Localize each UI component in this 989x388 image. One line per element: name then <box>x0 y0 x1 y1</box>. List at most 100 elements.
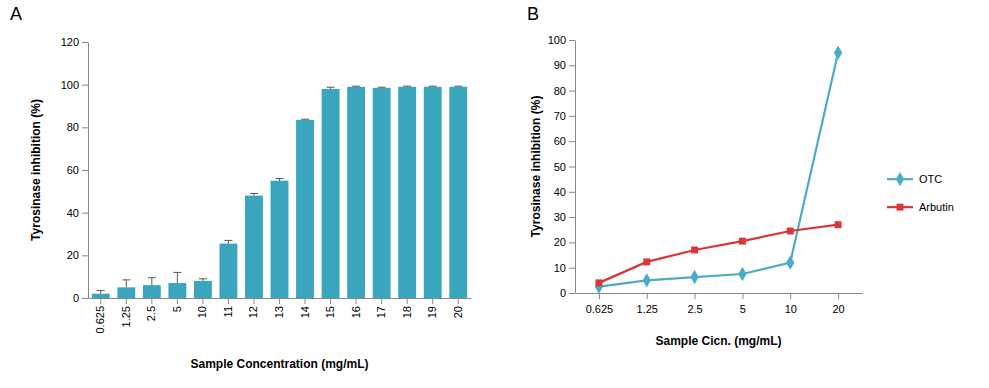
y-axis: 020406080100120 <box>61 36 89 304</box>
x-tick: 19 <box>426 298 438 318</box>
error-bar-cap <box>224 240 232 241</box>
x-tick-mark <box>458 298 459 304</box>
y-tick: 100 <box>548 34 575 46</box>
legend-entry: Arbutin <box>887 201 954 213</box>
x-tick: 14 <box>299 298 311 318</box>
series-marker <box>690 270 698 284</box>
x-tick-label: 0.625 <box>94 306 106 334</box>
series-marker <box>738 267 746 281</box>
x-tick-mark <box>202 298 203 304</box>
x-tick-label: 20 <box>452 306 464 318</box>
y-tick: 20 <box>554 236 575 248</box>
y-tick-label: 90 <box>554 59 566 71</box>
y-tick-mark <box>569 268 575 269</box>
error-bar-cap <box>148 277 156 278</box>
y-tick-label: 20 <box>67 249 79 261</box>
series-marker <box>643 258 650 265</box>
chart-panel: 0204060801001200.6251.252.55101112131415… <box>61 36 472 334</box>
series-marker <box>835 221 842 228</box>
x-axis: 0.6251.252.551020 <box>576 293 863 315</box>
series-line <box>599 53 838 287</box>
error-bar <box>352 86 360 88</box>
y-tick-label: 60 <box>67 164 79 176</box>
x-tick-label: 2.5 <box>145 306 157 321</box>
bar <box>117 287 135 298</box>
y-tick-mark <box>569 40 575 41</box>
y-tick-label: 40 <box>67 207 79 219</box>
x-tick-label: 12 <box>247 306 259 318</box>
x-tick-label: 20 <box>832 303 844 315</box>
x-tick-mark <box>599 293 600 299</box>
y-tick-mark <box>82 42 88 43</box>
x-tick-mark <box>647 293 648 299</box>
error-bar <box>122 280 130 287</box>
x-tick-mark <box>407 298 408 304</box>
x-tick: 11 <box>222 298 234 317</box>
series-marker <box>787 228 794 235</box>
error-bar-cap <box>97 290 105 291</box>
error-bar-stem <box>177 272 178 283</box>
y-tick: 60 <box>67 164 88 176</box>
x-tick-label: 1.25 <box>637 303 658 315</box>
x-tick-label: 5 <box>740 303 746 315</box>
error-bar <box>429 86 437 88</box>
y-tick-label: 50 <box>554 161 566 173</box>
x-tick-label: 15 <box>324 306 336 318</box>
bar <box>245 196 263 298</box>
y-tick: 0 <box>560 287 575 299</box>
y-tick-label: 30 <box>554 211 566 223</box>
x-axis: 0.6251.252.551011121314151617181920 <box>89 298 472 334</box>
x-tick: 5 <box>740 293 746 315</box>
bar <box>92 294 110 298</box>
series-line <box>599 225 838 283</box>
x-tick-mark <box>790 293 791 299</box>
y-tick: 100 <box>61 79 88 91</box>
chart-panel: 01020304050607080901000.6251.252.551020 <box>548 34 863 315</box>
error-bar-stem <box>126 280 127 287</box>
y-tick: 60 <box>554 135 575 147</box>
x-tick-mark <box>356 298 357 304</box>
y-tick-label: 40 <box>554 186 566 198</box>
x-tick: 15 <box>324 298 336 318</box>
x-tick-label: 19 <box>426 306 438 318</box>
x-tick-label: 10 <box>196 306 208 318</box>
error-bar <box>301 119 309 121</box>
error-bar-cap <box>454 86 462 87</box>
error-bar-cap <box>276 178 284 179</box>
y-axis-line <box>88 43 89 299</box>
y-tick-label: 60 <box>554 135 566 147</box>
y-tick-mark <box>569 141 575 142</box>
error-bar-cap <box>429 86 437 87</box>
y-tick: 120 <box>61 36 88 48</box>
x-tick-mark <box>253 298 254 304</box>
error-bar-cap <box>250 193 258 194</box>
x-tick-mark <box>742 293 743 299</box>
legend-label: OTC <box>919 173 942 185</box>
error-bar-stem <box>151 278 152 285</box>
y-tick: 30 <box>554 211 575 223</box>
x-tick-mark <box>838 293 839 299</box>
y-tick: 40 <box>67 207 88 219</box>
x-tick-label: 14 <box>299 306 311 318</box>
y-axis-line <box>575 41 576 294</box>
error-bar-cap <box>327 87 335 88</box>
y-tick-label: 100 <box>548 34 566 46</box>
error-bar <box>199 279 207 281</box>
x-tick-mark <box>330 298 331 304</box>
error-bar <box>224 240 232 243</box>
error-bar <box>378 87 386 89</box>
x-tick-mark <box>432 298 433 304</box>
panel-title: B <box>527 4 539 24</box>
legend-marker <box>897 204 904 211</box>
x-axis-line <box>576 293 863 294</box>
bar <box>296 120 314 298</box>
error-bar-cap <box>403 86 411 87</box>
y-tick-label: 20 <box>554 236 566 248</box>
y-tick: 40 <box>554 186 575 198</box>
y-tick: 80 <box>554 85 575 97</box>
panel-title: A <box>10 4 22 24</box>
x-tick: 13 <box>273 298 285 318</box>
error-bar <box>97 291 105 294</box>
x-tick-label: 2.5 <box>687 303 702 315</box>
y-tick: 50 <box>554 161 575 173</box>
